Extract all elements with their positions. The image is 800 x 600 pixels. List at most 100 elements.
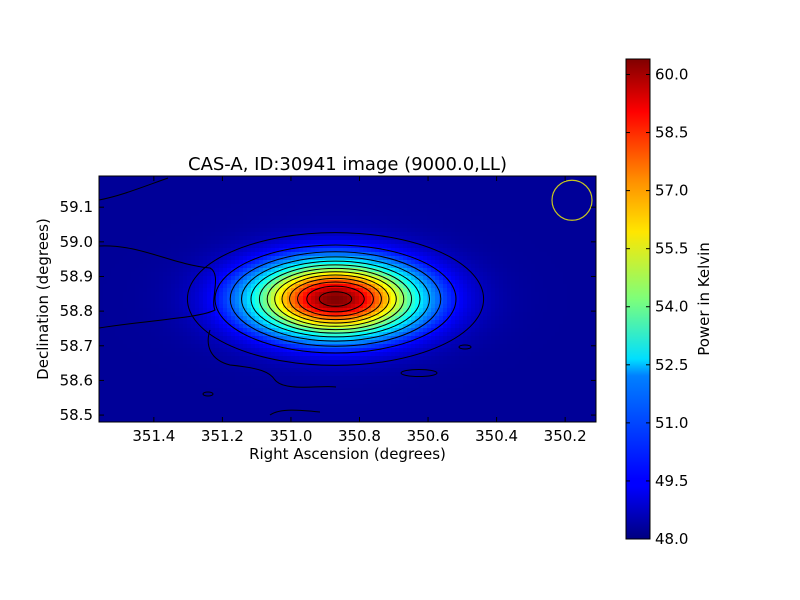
heatmap-cell xyxy=(195,212,200,217)
heatmap-cell xyxy=(239,328,244,333)
heatmap-cell xyxy=(479,180,484,185)
heatmap-cell xyxy=(543,232,548,237)
heatmap-cell xyxy=(435,188,440,193)
heatmap-cell xyxy=(495,300,500,305)
heatmap-cell xyxy=(531,280,536,285)
heatmap-cell xyxy=(255,260,260,265)
heatmap-cell xyxy=(443,288,448,293)
heatmap-cell xyxy=(467,256,472,261)
heatmap-cell xyxy=(243,316,248,321)
heatmap-cell xyxy=(551,300,556,305)
heatmap-cell xyxy=(207,304,212,309)
heatmap-cell xyxy=(551,312,556,317)
heatmap-cell xyxy=(455,208,460,213)
heatmap-cell xyxy=(103,332,108,337)
heatmap-cell xyxy=(259,180,264,185)
heatmap-cell xyxy=(559,220,564,225)
heatmap-cell xyxy=(531,320,536,325)
heatmap-cell xyxy=(571,200,576,205)
heatmap-cell xyxy=(439,328,444,333)
heatmap-cell xyxy=(547,192,552,197)
heatmap-cell xyxy=(327,260,332,265)
heatmap-cell xyxy=(571,196,576,201)
heatmap-cell xyxy=(459,220,464,225)
heatmap-cell xyxy=(543,256,548,261)
heatmap-cell xyxy=(107,212,112,217)
heatmap-cell xyxy=(391,292,396,297)
heatmap-cell xyxy=(519,328,524,333)
heatmap-cell xyxy=(415,184,420,189)
heatmap-cell xyxy=(147,300,152,305)
heatmap-cell xyxy=(559,176,564,181)
heatmap-cell xyxy=(439,272,444,277)
heatmap-cell xyxy=(115,280,120,285)
heatmap-cell xyxy=(267,180,272,185)
heatmap-cell xyxy=(283,272,288,277)
heatmap-cell xyxy=(247,320,252,325)
heatmap-cell xyxy=(295,192,300,197)
heatmap-cell xyxy=(583,304,588,309)
heatmap-cell xyxy=(491,264,496,269)
heatmap-cell xyxy=(407,204,412,209)
heatmap-cell xyxy=(459,200,464,205)
heatmap-cell xyxy=(283,260,288,265)
heatmap-cell xyxy=(271,208,276,213)
heatmap-cell xyxy=(527,328,532,333)
heatmap-cell xyxy=(535,284,540,289)
heatmap-cell xyxy=(227,280,232,285)
heatmap-cell xyxy=(203,312,208,317)
heatmap-cell xyxy=(479,280,484,285)
heatmap-cell xyxy=(139,264,144,269)
heatmap-cell xyxy=(483,264,488,269)
heatmap-cell xyxy=(131,224,136,229)
heatmap-cell xyxy=(187,284,192,289)
heatmap-cell xyxy=(199,184,204,189)
heatmap-cell xyxy=(559,192,564,197)
heatmap-cell xyxy=(479,256,484,261)
heatmap-cell xyxy=(467,248,472,253)
heatmap-cell xyxy=(167,204,172,209)
heatmap-cell xyxy=(443,200,448,205)
heatmap-cell xyxy=(319,312,324,317)
heatmap-cell xyxy=(571,240,576,245)
heatmap-cell xyxy=(99,200,104,205)
heatmap-cell xyxy=(431,224,436,229)
heatmap-cell xyxy=(523,180,528,185)
heatmap-cell xyxy=(175,332,180,337)
heatmap-cell xyxy=(227,332,232,337)
heatmap-cell xyxy=(483,276,488,281)
heatmap-cell xyxy=(319,296,324,301)
heatmap-cell xyxy=(123,248,128,253)
heatmap-cell xyxy=(539,272,544,277)
heatmap-cell xyxy=(423,212,428,217)
heatmap-cell xyxy=(363,208,368,213)
heatmap-cell xyxy=(343,312,348,317)
heatmap-cell xyxy=(315,204,320,209)
heatmap-cell xyxy=(451,280,456,285)
heatmap-cell xyxy=(423,280,428,285)
heatmap-cell xyxy=(563,276,568,281)
heatmap-cell xyxy=(319,324,324,329)
heatmap-cell xyxy=(331,212,336,217)
heatmap-cell xyxy=(583,320,588,325)
heatmap-cell xyxy=(147,216,152,221)
heatmap-cell xyxy=(99,176,104,181)
heatmap-cell xyxy=(383,284,388,289)
heatmap-cell xyxy=(163,324,168,329)
heatmap-cell xyxy=(459,292,464,297)
heatmap-cell xyxy=(275,196,280,201)
heatmap-cell xyxy=(215,272,220,277)
heatmap-cell xyxy=(399,204,404,209)
heatmap-cell xyxy=(315,320,320,325)
heatmap-cell xyxy=(131,312,136,317)
heatmap-cell xyxy=(163,200,168,205)
heatmap-cell xyxy=(523,216,528,221)
heatmap-cell xyxy=(491,216,496,221)
heatmap-cell xyxy=(455,188,460,193)
heatmap-cell xyxy=(151,312,156,317)
heatmap-cell xyxy=(163,240,168,245)
heatmap-cell xyxy=(563,284,568,289)
heatmap-cell xyxy=(111,292,116,297)
heatmap-cell xyxy=(259,248,264,253)
heatmap-cell xyxy=(327,224,332,229)
